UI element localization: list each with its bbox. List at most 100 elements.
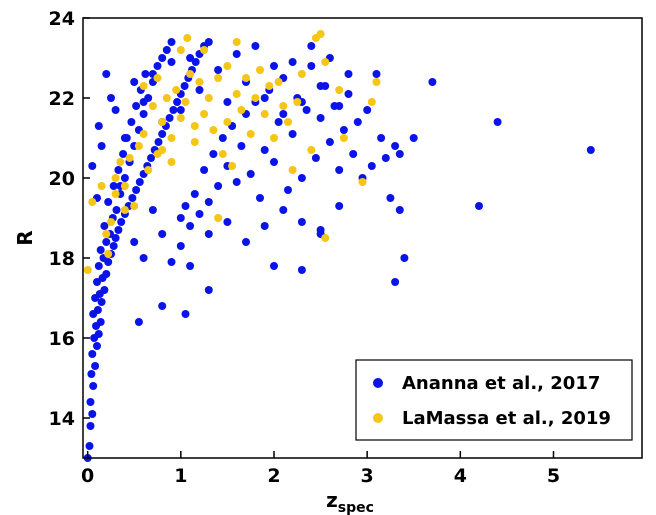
data-point	[93, 306, 102, 314]
data-point	[93, 342, 101, 350]
x-tick-label: 3	[361, 465, 374, 487]
data-point	[148, 206, 157, 214]
data-point	[349, 150, 358, 158]
data-point	[102, 230, 111, 238]
data-point	[307, 146, 316, 154]
data-point	[190, 122, 199, 130]
data-point	[85, 442, 94, 450]
data-point	[339, 134, 348, 142]
data-point	[493, 118, 502, 126]
data-point	[127, 118, 136, 126]
data-point	[274, 78, 283, 86]
data-point	[186, 262, 195, 270]
data-point	[107, 218, 115, 226]
data-point	[186, 222, 195, 230]
data-point	[237, 142, 246, 150]
data-point	[297, 218, 306, 226]
data-point	[242, 238, 250, 246]
data-point	[335, 166, 344, 174]
data-point	[307, 62, 316, 70]
data-point	[100, 286, 109, 294]
data-point	[104, 250, 113, 258]
x-axis: 0 1 2 3 4 5	[81, 451, 560, 487]
data-point	[270, 262, 278, 270]
data-point	[167, 158, 176, 166]
data-point	[204, 94, 213, 102]
data-point	[102, 270, 111, 278]
data-point	[260, 110, 269, 118]
data-point	[167, 58, 176, 66]
data-point	[162, 46, 171, 54]
data-point	[173, 98, 182, 106]
data-point	[167, 38, 176, 46]
data-point	[139, 82, 148, 90]
data-point	[232, 178, 241, 186]
data-point	[475, 202, 483, 210]
data-point	[109, 182, 118, 190]
data-point	[134, 142, 143, 150]
data-point	[111, 106, 120, 114]
data-point	[335, 202, 344, 210]
data-point	[176, 106, 185, 114]
data-point	[200, 166, 209, 174]
data-point	[256, 66, 264, 74]
data-point	[214, 66, 223, 74]
data-point	[107, 94, 115, 102]
data-point	[372, 78, 381, 86]
data-point	[270, 158, 278, 166]
data-point	[88, 350, 97, 358]
y-tick-label: 14	[49, 408, 75, 430]
data-point	[288, 166, 297, 174]
points-layer	[83, 30, 595, 462]
data-point	[181, 310, 190, 318]
data-point	[246, 130, 255, 138]
data-point	[86, 422, 95, 430]
data-point	[94, 330, 103, 338]
data-point	[162, 94, 171, 102]
data-point	[111, 174, 120, 182]
data-point	[190, 138, 199, 146]
y-tick-label: 24	[49, 8, 75, 30]
data-point	[139, 130, 148, 138]
data-point	[141, 70, 150, 78]
data-point	[218, 134, 227, 142]
data-point	[270, 62, 278, 70]
data-point	[167, 134, 176, 142]
data-point	[260, 146, 269, 154]
data-point	[200, 110, 209, 118]
data-point	[307, 42, 316, 50]
data-point	[400, 254, 409, 262]
data-point	[97, 182, 106, 190]
data-point	[87, 370, 96, 378]
y-tick-label: 18	[49, 248, 75, 270]
data-point	[381, 154, 390, 162]
data-point	[297, 266, 306, 274]
data-point	[148, 102, 157, 110]
data-point	[125, 154, 134, 162]
data-point	[195, 86, 204, 94]
data-point	[158, 146, 167, 154]
data-point	[367, 162, 376, 170]
legend-box	[355, 359, 633, 441]
data-point	[104, 198, 113, 206]
data-point	[128, 194, 137, 202]
data-point	[111, 234, 120, 242]
x-tick-label: 5	[547, 465, 560, 487]
data-point	[200, 46, 209, 54]
data-point	[279, 102, 288, 110]
data-point	[316, 30, 325, 38]
data-point	[172, 86, 181, 94]
data-point	[114, 226, 123, 234]
data-point	[302, 106, 311, 114]
data-point	[176, 214, 185, 222]
data-point	[344, 90, 353, 98]
data-point	[586, 146, 595, 154]
data-point	[134, 318, 143, 326]
data-point	[223, 218, 232, 226]
data-point	[204, 230, 213, 238]
data-point	[395, 150, 404, 158]
data-point	[386, 194, 395, 202]
x-axis-label-subscript: spec	[338, 500, 374, 515]
data-point	[154, 138, 163, 146]
